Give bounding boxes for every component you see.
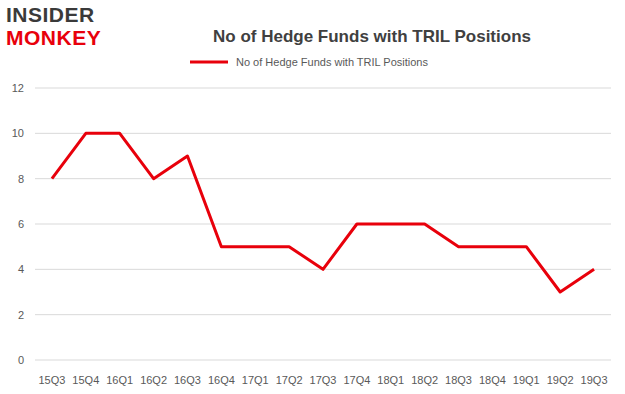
series-line: [52, 133, 594, 292]
x-tick-label: 16Q2: [140, 374, 167, 386]
x-tick-label: 15Q3: [38, 374, 65, 386]
y-tick-label: 6: [18, 218, 24, 230]
x-tick-label: 17Q1: [242, 374, 269, 386]
logo-text: INSIDER: [6, 3, 95, 26]
y-tick-label: 4: [18, 263, 24, 275]
logo-text: MONKEY: [6, 26, 101, 49]
grid-line: [35, 178, 611, 179]
legend-swatch: [190, 61, 228, 64]
y-tick-label: 12: [12, 82, 24, 94]
legend-label: No of Hedge Funds with TRIL Positions: [236, 56, 428, 68]
x-tick-label: 18Q1: [377, 374, 404, 386]
x-tick-label: 19Q2: [547, 374, 574, 386]
grid-line: [35, 314, 611, 315]
x-tick-label: 16Q1: [106, 374, 133, 386]
x-tick-label: 15Q4: [72, 374, 99, 386]
x-tick-label: 19Q3: [581, 374, 608, 386]
x-tick-label: 17Q3: [310, 374, 337, 386]
x-tick-label: 16Q4: [208, 374, 235, 386]
y-tick-label: 10: [12, 127, 24, 139]
grid-line: [35, 224, 611, 225]
x-tick-label: 19Q1: [513, 374, 540, 386]
x-tick-label: 17Q4: [343, 374, 370, 386]
y-tick-label: 8: [18, 173, 24, 185]
grid-line: [35, 360, 611, 361]
x-tick-label: 18Q2: [411, 374, 438, 386]
x-tick-label: 17Q2: [276, 374, 303, 386]
x-tick-label: 18Q4: [479, 374, 506, 386]
y-tick-label: 2: [18, 309, 24, 321]
chart-title: No of Hedge Funds with TRIL Positions: [213, 27, 531, 46]
x-tick-label: 16Q3: [174, 374, 201, 386]
background: [0, 0, 625, 394]
plot-area: [52, 133, 594, 292]
x-tick-label: 18Q3: [445, 374, 472, 386]
y-tick-label: 0: [18, 354, 24, 366]
grid-line: [35, 88, 611, 89]
